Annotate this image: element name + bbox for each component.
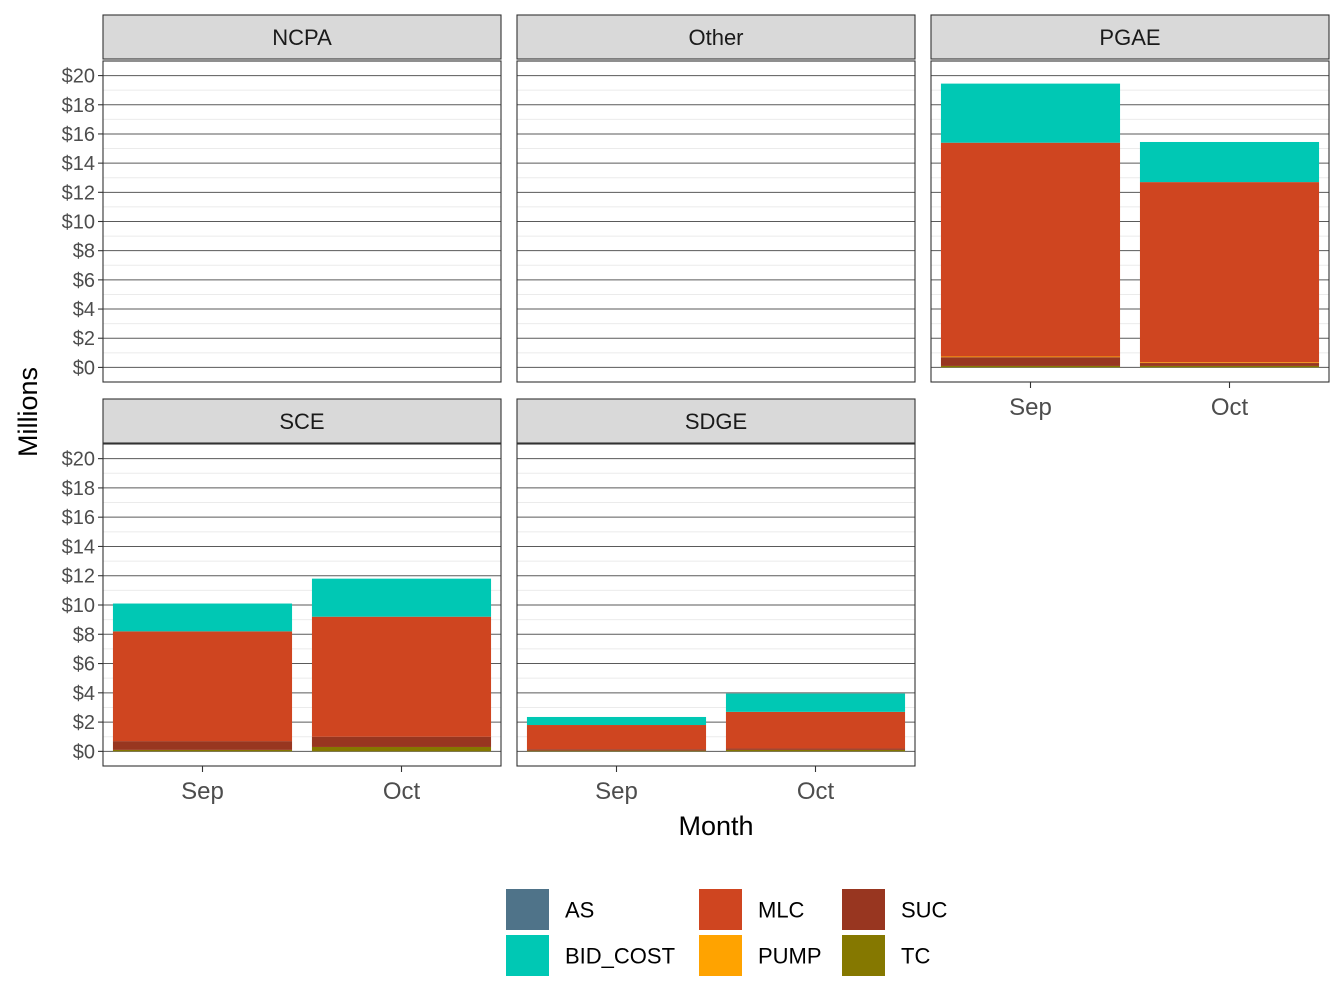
bar-pgae-sep-suc bbox=[940, 357, 1121, 366]
bar-pgae-oct-mlc bbox=[1139, 182, 1320, 363]
bar-sce-oct-mlc bbox=[311, 616, 492, 737]
legend-label: TC bbox=[901, 944, 930, 969]
bar-sce-oct-tc bbox=[311, 746, 492, 752]
bar-pgae-sep-tc bbox=[940, 365, 1121, 368]
strip-label: NCPA bbox=[272, 25, 332, 50]
strip-header bbox=[516, 398, 916, 444]
x-tick-label: Sep bbox=[595, 778, 638, 805]
bar-sce-sep-suc bbox=[112, 741, 293, 750]
y-tick-label: $8 bbox=[73, 241, 95, 263]
y-tick-label: $2 bbox=[73, 328, 95, 350]
bar-pgae-oct-pump bbox=[1139, 362, 1320, 364]
y-tick-label: $14 bbox=[62, 536, 95, 558]
y-tick-label: $6 bbox=[73, 654, 95, 676]
y-tick-label: $2 bbox=[73, 712, 95, 734]
panel-border bbox=[516, 60, 916, 383]
bar-sdge-sep-mlc bbox=[526, 725, 707, 750]
y-axis-title: Millions bbox=[13, 367, 43, 457]
bar-sce-oct-suc bbox=[311, 736, 492, 747]
x-tick-label: Sep bbox=[1009, 394, 1052, 421]
y-tick-label: $20 bbox=[62, 449, 95, 471]
strip-label: SDGE bbox=[685, 409, 747, 434]
panel-other: Other bbox=[516, 14, 916, 383]
y-tick-label: $4 bbox=[73, 299, 95, 321]
legend-label: AS bbox=[565, 898, 594, 923]
strip-label: Other bbox=[688, 25, 743, 50]
strip-header bbox=[930, 14, 1330, 60]
bar-pgae-sep-mlc bbox=[940, 142, 1121, 357]
strip-label: SCE bbox=[279, 409, 324, 434]
legend-key-as bbox=[506, 889, 549, 930]
y-tick-label: $14 bbox=[62, 153, 95, 175]
bar-sdge-sep-suc bbox=[526, 749, 707, 751]
y-tick-label: $0 bbox=[73, 741, 95, 763]
legend-key-bid_cost bbox=[506, 935, 549, 976]
bar-sce-sep-tc bbox=[112, 749, 293, 752]
x-axis-title: Month bbox=[678, 811, 753, 841]
y-tick-label: $6 bbox=[73, 270, 95, 292]
bar-pgae-sep-pump bbox=[940, 356, 1121, 358]
panel-border bbox=[516, 443, 916, 767]
legend: AS BID_COST MLC PUMP SUC TC bbox=[506, 889, 948, 976]
legend-key-pump bbox=[699, 935, 742, 976]
strip-header bbox=[102, 14, 502, 60]
bar-sdge-oct-tc bbox=[725, 749, 906, 752]
y-tick-label: $20 bbox=[62, 66, 95, 88]
y-tick-label: $12 bbox=[62, 566, 95, 588]
bar-pgae-sep-bid_cost bbox=[940, 83, 1121, 143]
legend-label: BID_COST bbox=[565, 944, 675, 969]
bar-sce-sep-mlc bbox=[112, 631, 293, 742]
y-tick-label: $4 bbox=[73, 683, 95, 705]
strip-header bbox=[102, 398, 502, 444]
panel-sce: SCE $0 $2 $4 $6 $8 $10 $12 $14 $16 $18 $20 Sep Oct bbox=[62, 398, 502, 805]
bar-pgae-oct-bid_cost bbox=[1139, 141, 1320, 183]
legend-key-tc bbox=[842, 935, 885, 976]
strip-label: PGAE bbox=[1099, 25, 1160, 50]
panel-sdge: SDGE Sep Oct bbox=[516, 398, 916, 805]
bar-sdge-oct-mlc bbox=[725, 711, 906, 749]
x-tick-label: Sep bbox=[181, 778, 224, 805]
x-tick-label: Oct bbox=[797, 778, 835, 805]
bar-sdge-sep-bid_cost bbox=[526, 716, 707, 726]
legend-label: PUMP bbox=[758, 944, 822, 969]
bar-sce-sep-bid_cost bbox=[112, 603, 293, 632]
strip-header bbox=[516, 14, 916, 60]
legend-label: SUC bbox=[901, 898, 948, 923]
y-tick-label: $10 bbox=[62, 212, 95, 234]
y-tick-label: $10 bbox=[62, 595, 95, 617]
legend-label: MLC bbox=[758, 898, 805, 923]
bar-sdge-oct-bid_cost bbox=[725, 693, 906, 712]
x-tick-label: Oct bbox=[1211, 394, 1249, 421]
legend-key-suc bbox=[842, 889, 885, 930]
y-tick-label: $16 bbox=[62, 124, 95, 146]
panel-pgae: PGAE Sep Oct bbox=[930, 14, 1330, 421]
y-tick-label: $8 bbox=[73, 624, 95, 646]
bar-sdge-sep-tc bbox=[526, 750, 707, 752]
bar-sce-oct-bid_cost bbox=[311, 578, 492, 617]
y-tick-label: $18 bbox=[62, 95, 95, 117]
y-tick-label: $12 bbox=[62, 182, 95, 204]
x-tick-label: Oct bbox=[383, 778, 421, 805]
y-tick-label: $18 bbox=[62, 478, 95, 500]
bar-pgae-oct-tc bbox=[1139, 365, 1320, 368]
legend-key-mlc bbox=[699, 889, 742, 930]
y-tick-label: $0 bbox=[73, 357, 95, 379]
y-tick-label: $16 bbox=[62, 507, 95, 529]
panel-border bbox=[930, 60, 1330, 383]
bar-pgae-oct-suc bbox=[1139, 363, 1320, 366]
bar-sdge-oct-suc bbox=[725, 748, 906, 750]
panel-ncpa: NCPA $0 $2 $4 $6 $8 $10 $12 $14 $16 $18 $20 bbox=[62, 14, 502, 383]
